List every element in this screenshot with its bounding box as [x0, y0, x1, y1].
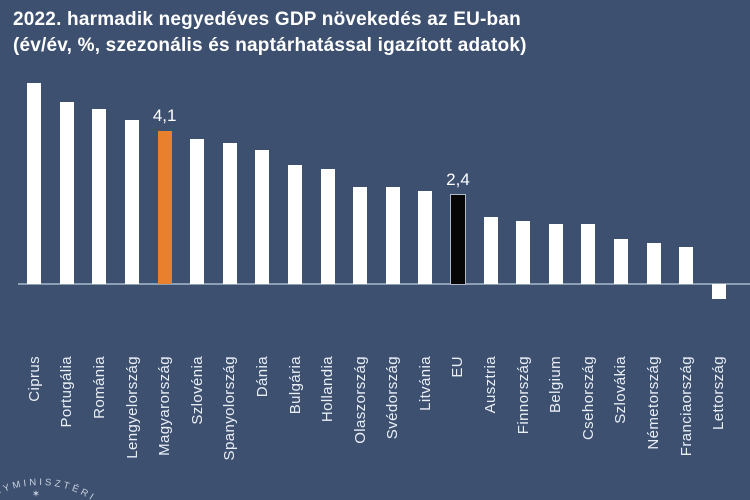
category-label-text: Románia — [90, 356, 108, 419]
bar-franciaország — [679, 246, 694, 284]
chart-column — [377, 0, 410, 284]
category-label-litvánia: Litvánia — [409, 356, 442, 488]
category-label-olaszország: Olaszország — [344, 356, 377, 488]
chart-column — [279, 0, 312, 284]
bar-dánia — [255, 150, 270, 284]
category-label-text: Szlovénia — [188, 356, 206, 425]
category-label-text: Litvánia — [416, 356, 434, 411]
category-label-text: Ausztria — [482, 356, 500, 414]
bar-litvánia — [418, 191, 433, 284]
category-label-text: Belgium — [547, 356, 565, 413]
chart-column — [344, 0, 377, 284]
chart-column — [572, 0, 605, 284]
bar-olaszország — [353, 187, 368, 284]
category-label-text: Svédország — [384, 356, 402, 440]
chart-column — [181, 0, 214, 284]
category-label-csehország: Csehország — [572, 356, 605, 488]
category-label-text: Ciprus — [25, 356, 43, 402]
chart-column: 4,1 — [148, 0, 181, 284]
chart-column — [474, 0, 507, 284]
category-label-finnország: Finnország — [507, 356, 540, 488]
category-label-hollandia: Hollandia — [311, 356, 344, 488]
chart-column — [214, 0, 247, 284]
category-label-svédország: Svédország — [377, 356, 410, 488]
bar-portugália — [59, 101, 74, 284]
bar-svédország — [385, 187, 400, 284]
category-label-text: Csehország — [579, 356, 597, 441]
bar-eu — [450, 194, 465, 284]
category-label-text: Spanyolország — [221, 356, 239, 461]
chart-column — [702, 0, 735, 299]
category-label-text: Hollandia — [319, 356, 337, 423]
bar-spanyolország — [222, 142, 237, 284]
chart-title: 2022. harmadik negyedéves GDP növekedés … — [13, 7, 527, 59]
category-label-szlovákia: Szlovákia — [605, 356, 638, 488]
chart-column — [51, 0, 84, 284]
chart-column — [246, 0, 279, 284]
category-label-belgium: Belgium — [539, 356, 572, 488]
chart-column: 2,4 — [442, 0, 475, 284]
category-label-lettország: Lettország — [702, 356, 735, 488]
bar-value-label: 4,1 — [152, 106, 177, 126]
category-label-text: Lettország — [710, 356, 728, 431]
chart-column — [637, 0, 670, 284]
plot-area: 4,1 2,4 — [18, 0, 735, 299]
chart-column — [670, 0, 703, 284]
bar-szlovénia — [190, 138, 205, 284]
category-label-franciaország: Franciaország — [670, 356, 703, 488]
category-label-text: Szlovákia — [612, 356, 630, 424]
category-label-dánia: Dánia — [246, 356, 279, 488]
chart-column — [605, 0, 638, 284]
chart-column — [311, 0, 344, 284]
category-label-text: Dánia — [253, 356, 271, 398]
chart-column — [539, 0, 572, 284]
bar-lengyelország — [125, 120, 140, 284]
category-label-text: EU — [449, 356, 467, 378]
ministry-seal-logo: ÜGYMINISZTÉRI ✶ — [0, 477, 98, 500]
bar-bulgária — [288, 164, 302, 284]
category-label-szlovénia: Szlovénia — [181, 356, 214, 488]
category-label-text: Bulgária — [286, 356, 304, 415]
bar-szlovákia — [613, 239, 628, 284]
category-label-németország: Németország — [637, 356, 670, 488]
x-axis-line — [18, 283, 750, 285]
bar-románia — [92, 109, 107, 284]
category-label-spanyolország: Spanyolország — [214, 356, 247, 488]
chart-title-line1: 2022. harmadik negyedéves GDP növekedés … — [13, 9, 521, 30]
star-icon: ✶ — [32, 489, 40, 500]
chart-column — [507, 0, 540, 284]
seal-arc-text: ÜGYMINISZTÉRI — [0, 477, 98, 500]
chart-column — [18, 0, 51, 284]
chart-column — [116, 0, 149, 284]
chart-title-line2: (év/év, %, szezonális és naptárhatással … — [13, 35, 527, 56]
bar-németország — [646, 243, 661, 284]
bar-ciprus — [27, 83, 42, 284]
category-label-ausztria: Ausztria — [474, 356, 507, 488]
category-label-text: Németország — [645, 356, 662, 450]
category-label-text: Franciaország — [677, 356, 695, 457]
category-label-eu: EU — [442, 356, 475, 488]
bar-belgium — [548, 224, 563, 284]
category-label-bulgária: Bulgária — [279, 356, 312, 488]
category-label-text: Portugália — [58, 356, 76, 428]
bar-finnország — [516, 220, 531, 284]
category-label-text: Finnország — [514, 356, 532, 435]
chart-column — [83, 0, 116, 284]
bar-lettország — [711, 284, 726, 299]
chart-column — [409, 0, 442, 284]
bar-magyarország — [157, 131, 172, 284]
bar-value-label: 2,4 — [446, 169, 470, 189]
bar-hollandia — [320, 168, 335, 284]
bar-ausztria — [483, 217, 498, 284]
category-label-text: Olaszország — [351, 356, 369, 444]
bar-csehország — [581, 224, 596, 284]
